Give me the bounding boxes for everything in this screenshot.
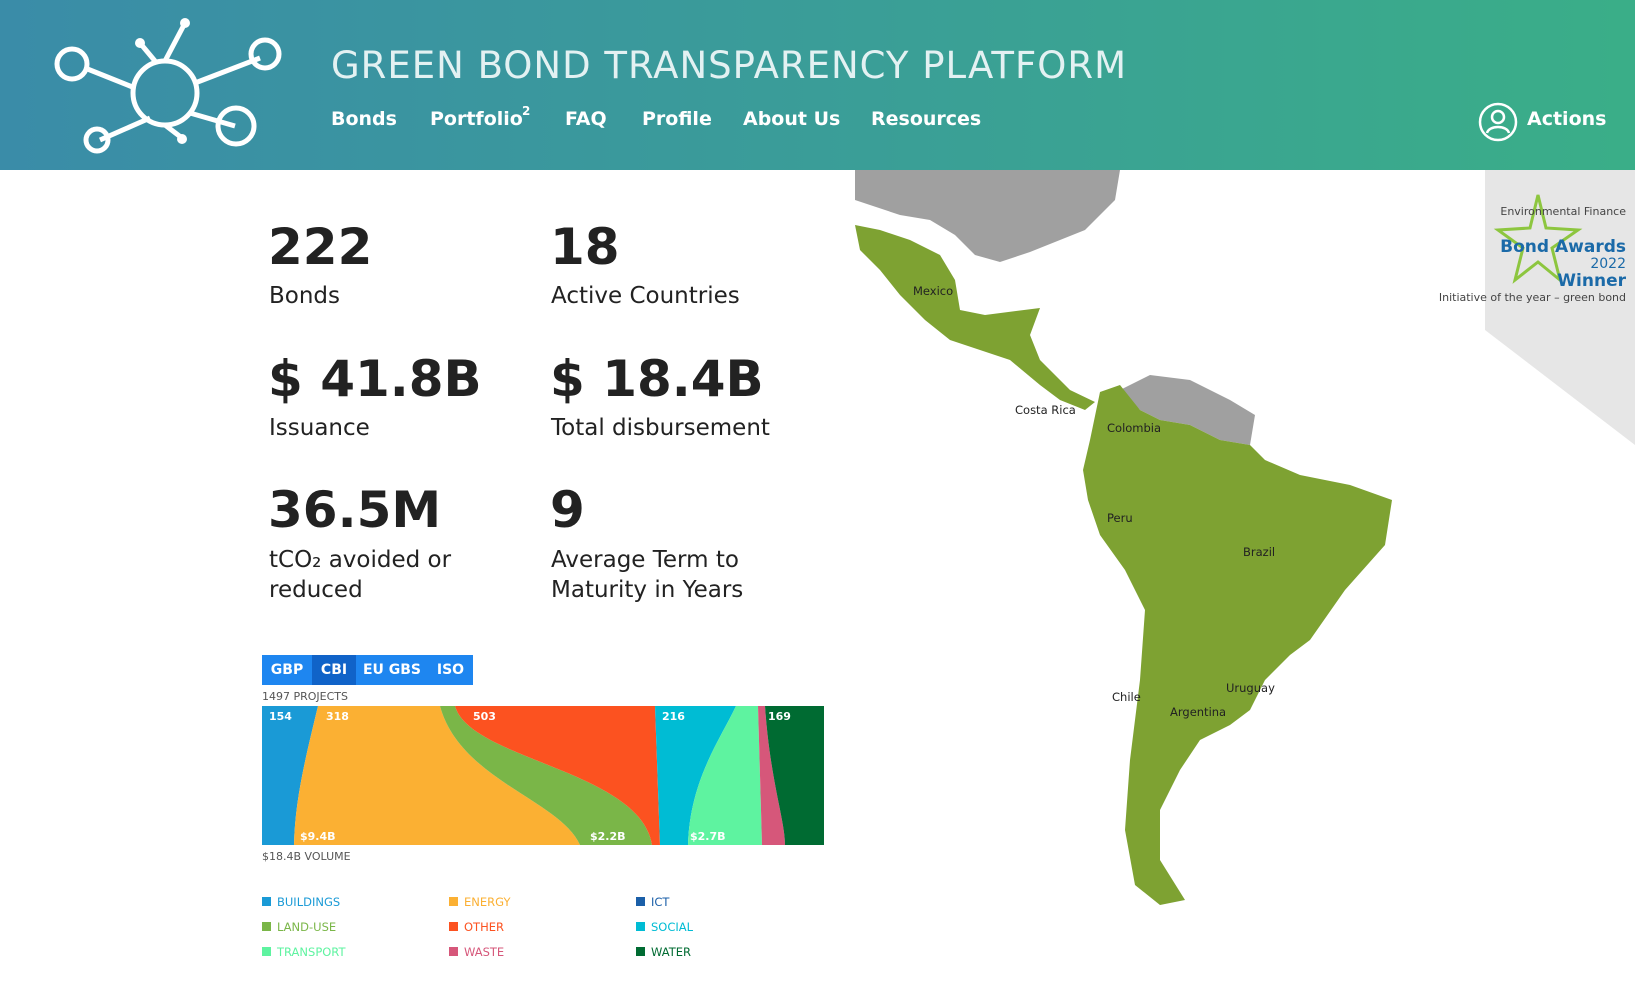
flow (655, 706, 736, 845)
award-result: Winner (1557, 271, 1626, 291)
country-label: Mexico (913, 284, 953, 298)
stat-label: Average Term to Maturity in Years (551, 547, 744, 603)
legend-item[interactable]: ENERGY (449, 895, 511, 909)
land-gray (855, 170, 1120, 262)
legend-label: ENERGY (464, 895, 511, 909)
stat-label: Issuance (269, 415, 370, 441)
nav-link[interactable]: Resources (871, 108, 982, 130)
legend-label: BUILDINGS (277, 895, 341, 909)
country-label: Peru (1107, 511, 1133, 525)
tab[interactable]: EU GBS (356, 655, 428, 685)
legend-swatch (636, 897, 645, 906)
legend-swatch (262, 922, 271, 931)
flow (294, 706, 580, 845)
legend-item[interactable]: ICT (636, 895, 669, 909)
flow-chart: 154 318 503 216 169 $9.4B $2.2B $2.7B (262, 706, 824, 845)
award-category: Initiative of the year – green bond (1439, 291, 1626, 304)
legend-label: WATER (651, 945, 691, 959)
stat-label: Total disbursement (551, 415, 770, 441)
stat-value: $ 18.4B (550, 350, 764, 408)
flow (758, 706, 785, 845)
legend-item[interactable]: SOCIAL (636, 920, 693, 934)
country-label: Colombia (1107, 421, 1161, 435)
logo (54, 18, 282, 154)
flow-label: 503 (473, 710, 496, 723)
legend-item[interactable]: TRANSPORT (262, 945, 345, 959)
flow (262, 706, 318, 845)
legend-swatch (262, 897, 271, 906)
flow (440, 706, 652, 845)
nav-link[interactable]: About Us (743, 108, 841, 130)
country-label: Uruguay (1226, 681, 1275, 695)
land-green (1083, 385, 1392, 905)
award-org: Environmental Finance (1500, 205, 1626, 218)
legend-swatch (636, 947, 645, 956)
projects: 1497 PROJECTS (262, 690, 349, 703)
land-gray (1120, 375, 1255, 445)
flow-label: 216 (662, 710, 685, 723)
nav-link[interactable]: Profile (642, 108, 712, 130)
award: Environmental Finance Bond Awards 2022 W… (1439, 170, 1635, 445)
stat-label: tCO₂ avoided or reduced (269, 547, 452, 603)
stat-value: 222 (268, 218, 373, 276)
land-green (855, 225, 1095, 410)
legend-swatch (449, 947, 458, 956)
legend-label: LAND-USE (277, 920, 337, 934)
award-year: 2022 (1590, 256, 1626, 272)
legend-item[interactable]: BUILDINGS (262, 895, 340, 909)
map: Mexico Costa Rica Colombia Peru Brazil C… (855, 170, 1392, 905)
stat-value: 18 (550, 218, 620, 276)
flow-label: 318 (326, 710, 349, 723)
country-label: Brazil (1243, 545, 1275, 559)
legend-swatch (262, 947, 271, 956)
country-label: Argentina (1170, 705, 1226, 719)
flow-label: 169 (768, 710, 791, 723)
legend-swatch (636, 922, 645, 931)
flow-label: $2.2B (590, 830, 626, 843)
legend-item[interactable]: LAND-USE (262, 920, 336, 934)
stat-value: $ 41.8B (268, 350, 482, 408)
legend-item[interactable]: OTHER (449, 920, 504, 934)
nav-badge: 2 (522, 104, 531, 118)
legend-label: TRANSPORT (277, 945, 346, 959)
legend-label: OTHER (464, 920, 504, 934)
title: GREEN BOND TRANSPARENCY PLATFORM (331, 44, 1128, 87)
legend-item[interactable]: WATER (636, 945, 691, 959)
legend-swatch (449, 897, 458, 906)
nav-link[interactable]: FAQ (565, 108, 607, 130)
stat-label: Bonds (269, 283, 341, 309)
legend-label: WASTE (464, 945, 505, 959)
stat-label: Active Countries (551, 283, 740, 309)
legend-swatch (449, 922, 458, 931)
nav-link[interactable]: Bonds (331, 108, 397, 130)
nav-link[interactable]: Portfolio (430, 108, 523, 130)
volume: $18.4B VOLUME (262, 850, 351, 863)
tab[interactable]: ISO (428, 655, 473, 685)
legend-item[interactable]: WASTE (449, 945, 504, 959)
legend-label: SOCIAL (651, 920, 694, 934)
award-name: Bond Awards (1500, 237, 1626, 257)
flow (688, 706, 762, 845)
stat-value: 9 (550, 481, 585, 539)
user-icon[interactable] (1477, 101, 1519, 143)
flow-label: 154 (269, 710, 292, 723)
header: GREEN BOND TRANSPARENCY PLATFORM Bonds P… (0, 0, 1635, 170)
actions[interactable]: Actions (1527, 108, 1607, 130)
flow (765, 706, 824, 845)
country-label: Chile (1112, 690, 1141, 704)
tab[interactable]: CBI (312, 655, 356, 685)
flow-label: $2.7B (690, 830, 726, 843)
flow (455, 706, 660, 845)
tab[interactable]: GBP (262, 655, 312, 685)
stat-value: 36.5M (268, 481, 442, 539)
flow-label: $9.4B (300, 830, 336, 843)
country-label: Costa Rica (1015, 403, 1076, 417)
legend-label: ICT (651, 895, 670, 909)
